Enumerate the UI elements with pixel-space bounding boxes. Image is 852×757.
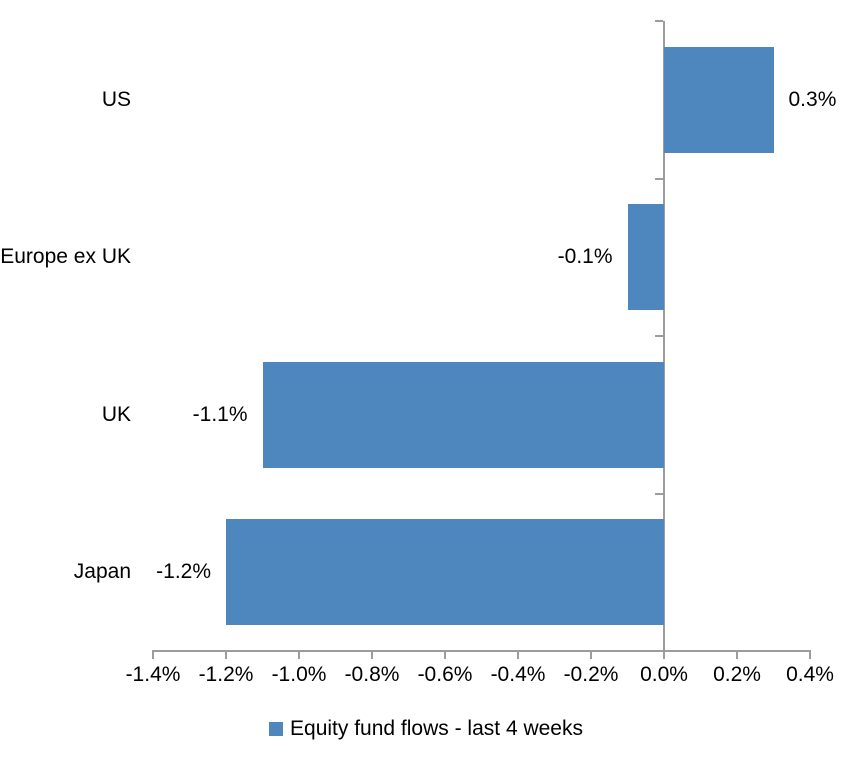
bar-europe-ex-uk bbox=[627, 204, 664, 311]
x-tick bbox=[809, 652, 811, 659]
data-label: -0.1% bbox=[557, 245, 613, 269]
category-label: Japan bbox=[73, 560, 131, 584]
category-tick bbox=[655, 20, 663, 22]
data-label: -1.1% bbox=[192, 402, 248, 426]
x-tick-label: -0.6% bbox=[417, 663, 473, 686]
value-axis-line bbox=[152, 650, 811, 652]
x-tick bbox=[663, 652, 665, 659]
x-tick bbox=[298, 652, 300, 659]
category-axis-line bbox=[663, 21, 665, 651]
x-tick bbox=[371, 652, 373, 659]
x-tick-label: -0.8% bbox=[344, 663, 400, 686]
legend-label: Equity fund flows - last 4 weeks bbox=[290, 717, 583, 740]
x-tick-label: -1.4% bbox=[125, 663, 181, 686]
category-tick bbox=[655, 335, 663, 337]
x-tick bbox=[736, 652, 738, 659]
category-label: US bbox=[101, 87, 131, 111]
bar-uk bbox=[262, 361, 664, 468]
bar-us bbox=[664, 46, 774, 153]
x-tick bbox=[517, 652, 519, 659]
x-tick-label: -0.2% bbox=[563, 663, 619, 686]
x-tick-label: -1.2% bbox=[198, 663, 254, 686]
legend: Equity fund flows - last 4 weeks bbox=[0, 715, 852, 743]
category-label: Europe ex UK bbox=[0, 245, 131, 269]
x-tick bbox=[152, 652, 154, 659]
data-label: -1.2% bbox=[156, 560, 211, 584]
x-tick-label: -1.0% bbox=[271, 663, 327, 686]
legend-marker bbox=[269, 722, 284, 736]
x-tick bbox=[590, 652, 592, 659]
category-label: UK bbox=[101, 402, 131, 426]
x-tick-label: 0.4% bbox=[786, 663, 834, 686]
x-tick bbox=[444, 652, 446, 659]
category-tick bbox=[655, 177, 663, 180]
x-tick-label: 0.2% bbox=[713, 663, 761, 686]
x-tick bbox=[225, 652, 227, 659]
bar-japan bbox=[226, 519, 664, 626]
x-tick-label: -0.4% bbox=[490, 663, 546, 686]
category-tick bbox=[655, 650, 663, 652]
x-tick-label: 0.0% bbox=[640, 663, 688, 686]
category-tick bbox=[655, 492, 663, 495]
data-label: 0.3% bbox=[788, 87, 837, 111]
